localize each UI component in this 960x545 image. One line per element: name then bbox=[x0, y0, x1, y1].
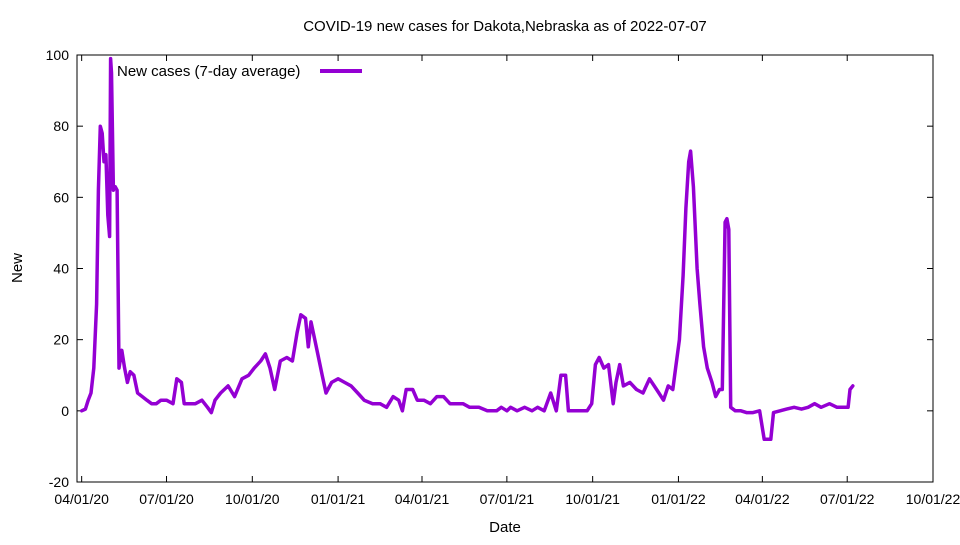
y-tick-label: 80 bbox=[53, 118, 69, 134]
x-tick-label: 04/01/21 bbox=[395, 491, 450, 507]
x-tick-label: 01/01/22 bbox=[651, 491, 706, 507]
x-tick-label: 04/01/22 bbox=[735, 491, 790, 507]
plot-frame bbox=[76, 54, 934, 483]
y-tick-label: 40 bbox=[53, 261, 69, 277]
x-axis-title: Date bbox=[489, 519, 521, 536]
x-tick-label: 07/01/21 bbox=[480, 491, 535, 507]
y-tick-label: 20 bbox=[53, 332, 69, 348]
chart-title: COVID-19 new cases for Dakota,Nebraska a… bbox=[303, 18, 707, 35]
x-tick-label: 10/01/22 bbox=[906, 491, 960, 507]
y-tick-label: 100 bbox=[46, 47, 70, 63]
y-tick-label: -20 bbox=[49, 474, 69, 490]
x-tick-label: 01/01/21 bbox=[311, 491, 366, 507]
x-tick-label: 07/01/20 bbox=[139, 491, 194, 507]
legend: New cases (7-day average) bbox=[117, 63, 362, 80]
x-axis: 04/01/20 07/01/20 10/01/20 01/01/21 04/01/21… bbox=[54, 55, 960, 507]
x-tick-label: 04/01/20 bbox=[54, 491, 109, 507]
y-axis: -20 0 20 40 60 80 100 bbox=[46, 47, 933, 490]
x-tick-label: 07/01/22 bbox=[820, 491, 875, 507]
y-axis-title: New bbox=[9, 253, 26, 283]
series-layer bbox=[79, 56, 855, 442]
x-tick-label: 10/01/20 bbox=[225, 491, 280, 507]
x-tick-label: 10/01/21 bbox=[565, 491, 620, 507]
series-line-new-cases bbox=[79, 56, 855, 442]
y-tick-label: 0 bbox=[61, 403, 69, 419]
y-tick-label: 60 bbox=[53, 189, 69, 205]
legend-label-new-cases: New cases (7-day average) bbox=[117, 63, 300, 80]
